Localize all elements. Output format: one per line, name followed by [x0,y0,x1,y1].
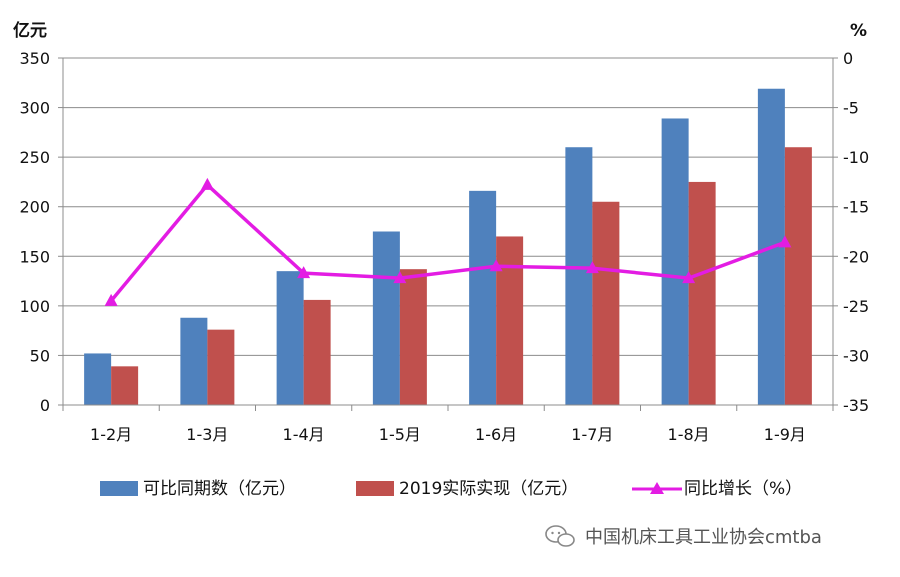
right-tick-label: -25 [843,297,869,316]
x-tick-label: 1-9月 [764,425,806,444]
x-tick-label: 1-7月 [571,425,613,444]
bar-comparable [661,118,689,405]
left-axis-unit: 亿元 [13,20,47,41]
x-tick-label: 1-2月 [90,425,132,444]
bar-actual [496,236,524,405]
watermark: 中国机床工具工业协会cmtba [545,525,822,548]
growth-point [778,235,792,248]
right-tick-label: -20 [843,247,869,266]
right-tick-label: -10 [843,148,869,167]
right-tick-label: -15 [843,198,869,217]
growth-point [393,271,407,284]
right-tick-label: -5 [843,99,859,118]
x-tick-label: 1-5月 [379,425,421,444]
left-tick-label: 300 [19,99,50,118]
wechat-icon [545,525,575,547]
x-tick-label: 1-4月 [283,425,325,444]
left-tick-label: 250 [19,148,50,167]
gridlines [63,57,833,356]
legend-label-comparable: 可比同期数（亿元） [143,479,296,499]
bar-comparable [372,231,400,405]
left-tick-label: 100 [19,297,50,316]
growth-point [585,261,599,274]
left-tick-label: 200 [19,198,50,217]
legend-label-actual: 2019实际实现（亿元） [399,479,578,499]
bar-comparable [180,317,208,405]
legend-swatch-actual [356,481,394,496]
x-tick-label: 1-8月 [668,425,710,444]
legend-swatch-comparable [100,481,138,496]
right-axis-unit: % [850,21,867,41]
bar-actual [111,366,139,405]
x-tick-label: 1-6月 [475,425,517,444]
legend-label-growth: 同比增长（%） [684,479,802,499]
bar-actual [303,299,331,405]
growth-line-path [109,183,786,303]
growth-point [682,271,696,284]
legend-marker-growth [650,482,664,494]
growth-point [489,259,503,272]
growth-point [104,293,118,306]
bar-comparable [469,190,497,405]
axes [58,57,838,411]
bar-actual [207,329,235,405]
growth-point [297,266,311,279]
bar-actual [399,269,427,405]
left-tick-label: 150 [19,247,50,266]
bar-actual [688,181,716,405]
right-tick-label: 0 [843,49,853,68]
bar-comparable [276,271,304,405]
left-tick-label: 350 [19,49,50,68]
right-tick-label: -30 [843,346,869,365]
growth-line [104,177,792,306]
legend: 可比同期数（亿元） 2019实际实现（亿元） 同比增长（%） [100,479,802,499]
left-tick-label: 0 [40,396,50,415]
watermark-text: 中国机床工具工业协会cmtba [585,527,822,548]
tick-labels: 0 50 100 150 200 250 300 350 -35 -30 -25 -20 -15 -10 -… [19,49,869,444]
bar-comparable [84,353,112,405]
bar-comparable [565,147,593,405]
right-tick-label: -35 [843,396,869,415]
growth-point [200,177,214,190]
bars [84,88,812,405]
bar-actual [592,201,620,405]
x-tick-label: 1-3月 [186,425,228,444]
bar-actual [784,147,812,405]
left-tick-label: 50 [30,346,50,365]
